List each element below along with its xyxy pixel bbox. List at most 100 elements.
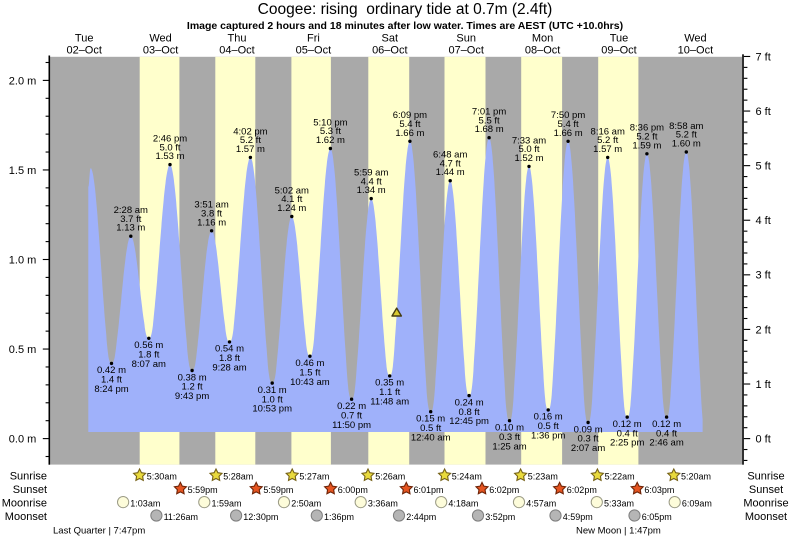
svg-text:1.62 m: 1.62 m (316, 135, 345, 146)
svg-text:6:09 pm: 6:09 pm (393, 110, 427, 121)
svg-text:5:59 am: 5:59 am (354, 168, 388, 179)
svg-text:0.8 ft: 0.8 ft (459, 407, 480, 418)
svg-text:6:00pm: 6:00pm (338, 485, 368, 495)
svg-text:5:30am: 5:30am (147, 472, 177, 482)
svg-text:Mon: Mon (532, 33, 553, 45)
svg-text:Wed: Wed (149, 33, 171, 45)
svg-text:03–Oct: 03–Oct (143, 44, 178, 56)
svg-text:2:44pm: 2:44pm (406, 512, 436, 522)
svg-text:3:52pm: 3:52pm (485, 512, 515, 522)
svg-text:1:59am: 1:59am (212, 498, 242, 508)
svg-text:5:33am: 5:33am (604, 498, 634, 508)
svg-text:3.7 ft: 3.7 ft (120, 214, 141, 225)
svg-text:11:50 pm: 11:50 pm (332, 420, 371, 431)
svg-text:Moonset: Moonset (745, 511, 787, 523)
svg-text:5.2 ft: 5.2 ft (636, 132, 657, 143)
svg-text:6:09am: 6:09am (682, 498, 712, 508)
svg-text:8:58 am: 8:58 am (669, 121, 703, 132)
svg-text:8:16 am: 8:16 am (591, 126, 625, 137)
svg-text:1.44 m: 1.44 m (436, 167, 465, 178)
svg-text:2:46 am: 2:46 am (649, 438, 683, 449)
svg-text:0.7 ft: 0.7 ft (341, 410, 362, 421)
svg-text:Sun: Sun (456, 33, 476, 45)
svg-text:0.15 m: 0.15 m (416, 414, 445, 425)
svg-text:09–Oct: 09–Oct (601, 44, 636, 56)
svg-text:0 ft: 0 ft (756, 434, 771, 446)
svg-text:5:26am: 5:26am (375, 472, 405, 482)
svg-text:1.8 ft: 1.8 ft (219, 353, 240, 364)
svg-text:5.2 ft: 5.2 ft (597, 135, 618, 146)
svg-text:2:28 am: 2:28 am (114, 205, 148, 216)
svg-text:New Moon | 1:47pm: New Moon | 1:47pm (576, 525, 661, 536)
svg-text:0.46 m: 0.46 m (295, 358, 324, 369)
svg-text:1.52 m: 1.52 m (514, 153, 543, 164)
svg-text:5:28am: 5:28am (223, 472, 253, 482)
svg-text:2.0 m: 2.0 m (9, 75, 37, 87)
svg-text:Tue: Tue (75, 33, 94, 45)
svg-text:0.4 ft: 0.4 ft (617, 428, 638, 439)
svg-text:Moonrise: Moonrise (743, 497, 788, 509)
svg-text:9:43 pm: 9:43 pm (175, 391, 209, 402)
svg-text:Sunrise: Sunrise (747, 471, 784, 483)
svg-text:7:33 am: 7:33 am (512, 135, 546, 146)
svg-text:1.8 ft: 1.8 ft (138, 350, 159, 361)
svg-text:5.0 ft: 5.0 ft (159, 142, 180, 153)
svg-text:1.1 ft: 1.1 ft (379, 387, 400, 398)
svg-text:0.31 m: 0.31 m (258, 385, 287, 396)
svg-text:4:18am: 4:18am (448, 498, 478, 508)
svg-text:5:59pm: 5:59pm (188, 485, 218, 495)
svg-text:1.5 ft: 1.5 ft (299, 367, 320, 378)
svg-text:Sunrise: Sunrise (10, 471, 47, 483)
svg-text:3.8 ft: 3.8 ft (201, 209, 222, 220)
svg-text:1.66 m: 1.66 m (395, 128, 424, 139)
svg-text:1.57 m: 1.57 m (593, 144, 622, 155)
svg-text:1.5 m: 1.5 m (9, 165, 37, 177)
svg-text:5.2 ft: 5.2 ft (240, 135, 261, 146)
svg-text:0.5 ft: 0.5 ft (420, 423, 441, 434)
svg-text:08–Oct: 08–Oct (525, 44, 560, 56)
svg-text:2:07 am: 2:07 am (571, 443, 605, 454)
svg-text:6:01pm: 6:01pm (414, 485, 444, 495)
svg-text:9:28 am: 9:28 am (212, 363, 246, 374)
svg-text:1.2 ft: 1.2 ft (182, 382, 203, 393)
svg-text:Sunset: Sunset (749, 484, 783, 496)
svg-text:5:20am: 5:20am (681, 472, 711, 482)
svg-text:1:36 pm: 1:36 pm (531, 431, 565, 442)
svg-text:5.4 ft: 5.4 ft (558, 119, 579, 130)
svg-text:0.35 m: 0.35 m (375, 378, 404, 389)
svg-text:1.66 m: 1.66 m (554, 128, 583, 139)
svg-text:06–Oct: 06–Oct (372, 44, 407, 56)
svg-text:4:02 pm: 4:02 pm (233, 126, 267, 137)
svg-text:3:36am: 3:36am (368, 498, 398, 508)
svg-text:0.12 m: 0.12 m (613, 419, 642, 430)
svg-text:5:59pm: 5:59pm (263, 485, 293, 495)
svg-text:0.3 ft: 0.3 ft (578, 434, 599, 445)
svg-text:5 ft: 5 ft (756, 161, 771, 173)
svg-text:04–Oct: 04–Oct (219, 44, 254, 56)
svg-text:0.4 ft: 0.4 ft (656, 428, 677, 439)
svg-text:2:25 pm: 2:25 pm (610, 438, 644, 449)
svg-text:Last Quarter | 7:47pm: Last Quarter | 7:47pm (53, 525, 145, 536)
svg-text:5.0 ft: 5.0 ft (518, 144, 539, 155)
svg-text:0.5 m: 0.5 m (9, 344, 37, 356)
svg-text:6 ft: 6 ft (756, 106, 771, 118)
svg-text:8:36 pm: 8:36 pm (630, 123, 664, 134)
svg-text:1.0 ft: 1.0 ft (262, 394, 283, 405)
svg-text:0.38 m: 0.38 m (178, 372, 207, 383)
svg-text:4.7 ft: 4.7 ft (440, 158, 461, 169)
svg-text:1.16 m: 1.16 m (197, 217, 226, 228)
svg-text:0.42 m: 0.42 m (97, 365, 126, 376)
svg-text:1.34 m: 1.34 m (357, 185, 386, 196)
svg-text:10:43 am: 10:43 am (290, 377, 330, 388)
svg-text:Tue: Tue (610, 33, 629, 45)
svg-text:Wed: Wed (684, 33, 706, 45)
svg-text:1.60 m: 1.60 m (672, 139, 701, 150)
svg-text:0.09 m: 0.09 m (574, 424, 603, 435)
svg-text:7:50 pm: 7:50 pm (551, 110, 585, 121)
svg-text:7 ft: 7 ft (756, 51, 771, 63)
svg-text:6:02pm: 6:02pm (489, 485, 519, 495)
svg-text:4.1 ft: 4.1 ft (281, 194, 302, 205)
svg-text:5.2 ft: 5.2 ft (676, 130, 697, 141)
svg-text:0.5 ft: 0.5 ft (538, 421, 559, 432)
svg-text:0.54 m: 0.54 m (215, 344, 244, 355)
